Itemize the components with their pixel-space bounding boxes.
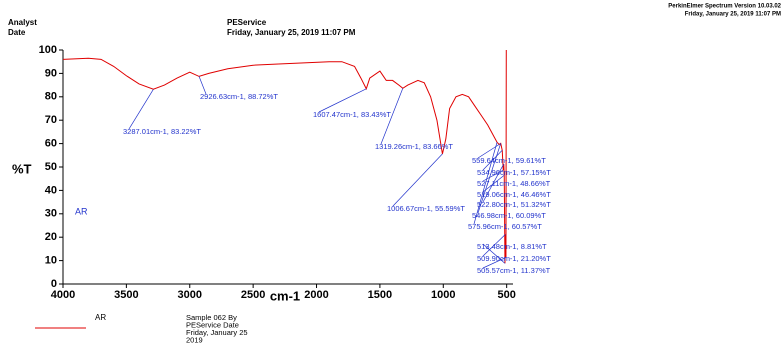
annotation-leader <box>482 163 505 203</box>
y-axis-label: %T <box>12 161 32 176</box>
annotation-label: 1319.26cm-1, 83.66%T <box>375 142 453 151</box>
annotation-leader <box>473 142 498 225</box>
annotation-leader <box>477 143 502 214</box>
y-tick-label: 100 <box>39 44 57 56</box>
legend-note: 2019 <box>186 335 203 344</box>
printed-date: Friday, January 25, 2019 11:07 PM <box>685 12 781 18</box>
x-axis-label: cm-1 <box>270 288 300 303</box>
y-tick-label: 30 <box>45 208 57 220</box>
legend-note: Sample 062 By <box>186 313 237 322</box>
x-tick-label: 1500 <box>368 289 392 301</box>
annotation-leader <box>128 89 154 130</box>
annotation-label: 1607.47cm-1, 83.43%T <box>313 110 391 119</box>
annotation-label: 522.80cm-1, 51.32%T <box>477 200 551 209</box>
legend-label: AR <box>95 313 106 322</box>
y-tick-label: 70 <box>45 114 57 126</box>
annotation-label: 505.57cm-1, 11.37%T <box>477 266 551 275</box>
date: Friday, January 25, 2019 11:07 PM <box>227 28 356 37</box>
x-tick-label: 3500 <box>114 289 138 301</box>
annotation-leader <box>482 175 505 193</box>
x-tick-label: 4000 <box>51 289 75 301</box>
x-tick-label: 2000 <box>304 289 328 301</box>
y-tick-label: 10 <box>45 255 57 267</box>
sample-label: AR <box>75 206 88 216</box>
annotation-label: 509.90cm-1, 21.20%T <box>477 254 551 263</box>
annotation-label: 534.96cm-1, 57.15%T <box>477 168 551 177</box>
x-tick-label: 1000 <box>431 289 455 301</box>
annotation-leader <box>318 88 367 113</box>
software: PerkinElmer Spectrum Version 10.03.02 <box>668 4 781 10</box>
annotation-label: 513.48cm-1, 8.81%T <box>477 242 547 251</box>
annotation-label: 519.06cm-1, 46.46%T <box>477 190 551 199</box>
analyst: PEService <box>227 18 267 27</box>
y-tick-label: 80 <box>45 91 57 103</box>
y-tick-label: 50 <box>45 161 57 173</box>
annotation-label: 2926.63cm-1, 88.72%T <box>200 92 278 101</box>
y-tick-label: 0 <box>51 278 57 290</box>
x-tick-label: 3000 <box>178 289 202 301</box>
annotation-label: 575.96cm-1, 60.57%T <box>468 222 542 231</box>
y-tick-label: 60 <box>45 138 57 150</box>
annotation-leader <box>380 88 404 145</box>
y-tick-label: 40 <box>45 184 57 196</box>
annotation-label: 527.11cm-1, 48.66%T <box>477 179 551 188</box>
annotation-leader <box>482 257 507 269</box>
annotation-label: 1006.67cm-1, 55.59%T <box>387 204 465 213</box>
y-tick-label: 90 <box>45 67 57 79</box>
annotation-leader <box>482 234 506 257</box>
annotation-leader <box>198 76 207 95</box>
date-label: Date <box>8 28 26 37</box>
legend-note: Friday, January 25 <box>186 328 248 337</box>
annotation-label: 546.98cm-1, 60.09%T <box>472 211 546 220</box>
x-tick-label: 2500 <box>241 289 265 301</box>
annotation-label: 559.64cm-1, 59.61%T <box>472 156 546 165</box>
analyst-label: Analyst <box>8 18 37 27</box>
legend-note: PEService Date <box>186 320 239 329</box>
x-tick-label: 500 <box>497 289 515 301</box>
annotation-leader <box>482 150 503 171</box>
annotation-leader <box>392 153 443 207</box>
y-tick-label: 20 <box>45 231 57 243</box>
annotation-label: 3287.01cm-1, 83.22%T <box>123 127 201 136</box>
annotation-leader <box>482 243 506 264</box>
